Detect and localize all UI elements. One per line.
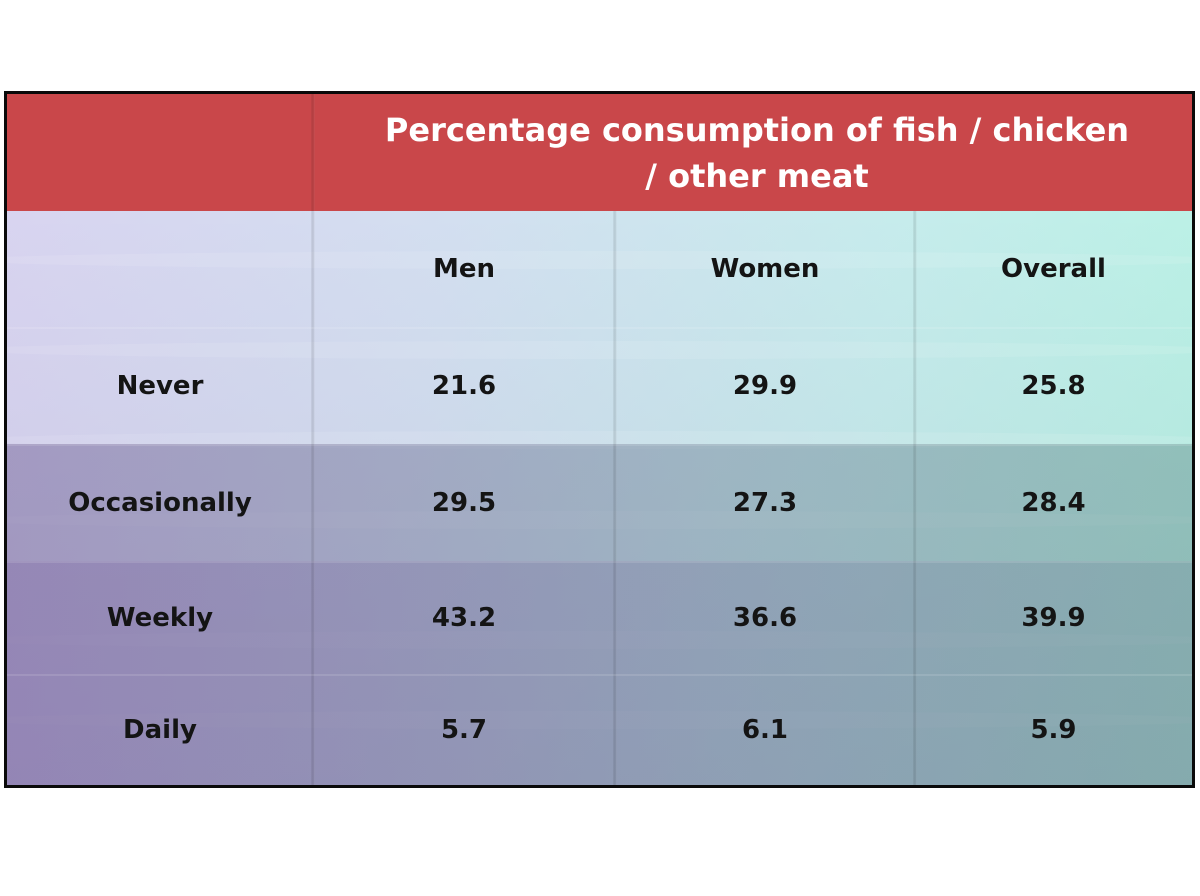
row-divider <box>7 674 1192 676</box>
table-cell: 39.9 <box>1021 602 1086 633</box>
table-title: Percentage consumption of fish / chicken… <box>384 110 1130 195</box>
data-table: Percentage consumption of fish / chicken… <box>4 91 1195 788</box>
row-divider <box>7 444 1192 446</box>
table-header-band <box>7 94 1192 211</box>
bottom-rows-shade <box>7 561 1192 785</box>
column-header-women: Women <box>710 254 820 284</box>
column-header-overall: Overall <box>1001 254 1106 284</box>
row-divider <box>7 561 1192 563</box>
table-cell: 5.7 <box>440 714 488 745</box>
row-label-weekly: Weekly <box>106 602 214 633</box>
column-divider <box>913 211 917 785</box>
table-cell: 29.5 <box>431 487 497 518</box>
table-cell: 21.6 <box>431 370 497 401</box>
row-label-never: Never <box>116 370 204 401</box>
table-cell: 5.9 <box>1030 714 1077 745</box>
table-cell: 6.1 <box>741 714 789 745</box>
row-divider <box>7 327 1192 329</box>
table-cell: 25.8 <box>1021 370 1086 401</box>
lower-rows-shade <box>7 444 1192 785</box>
table-cell: 43.2 <box>431 602 497 633</box>
table-cell: 27.3 <box>732 487 798 518</box>
row-label-occasionally: Occasionally <box>68 487 252 518</box>
row-label-daily: Daily <box>123 714 197 745</box>
table-cell: 29.9 <box>732 370 798 401</box>
column-divider <box>311 94 315 785</box>
column-divider <box>613 211 617 785</box>
table-cell: 28.4 <box>1021 487 1086 518</box>
column-header-men: Men <box>432 254 496 284</box>
table-cell: 36.6 <box>732 602 798 633</box>
